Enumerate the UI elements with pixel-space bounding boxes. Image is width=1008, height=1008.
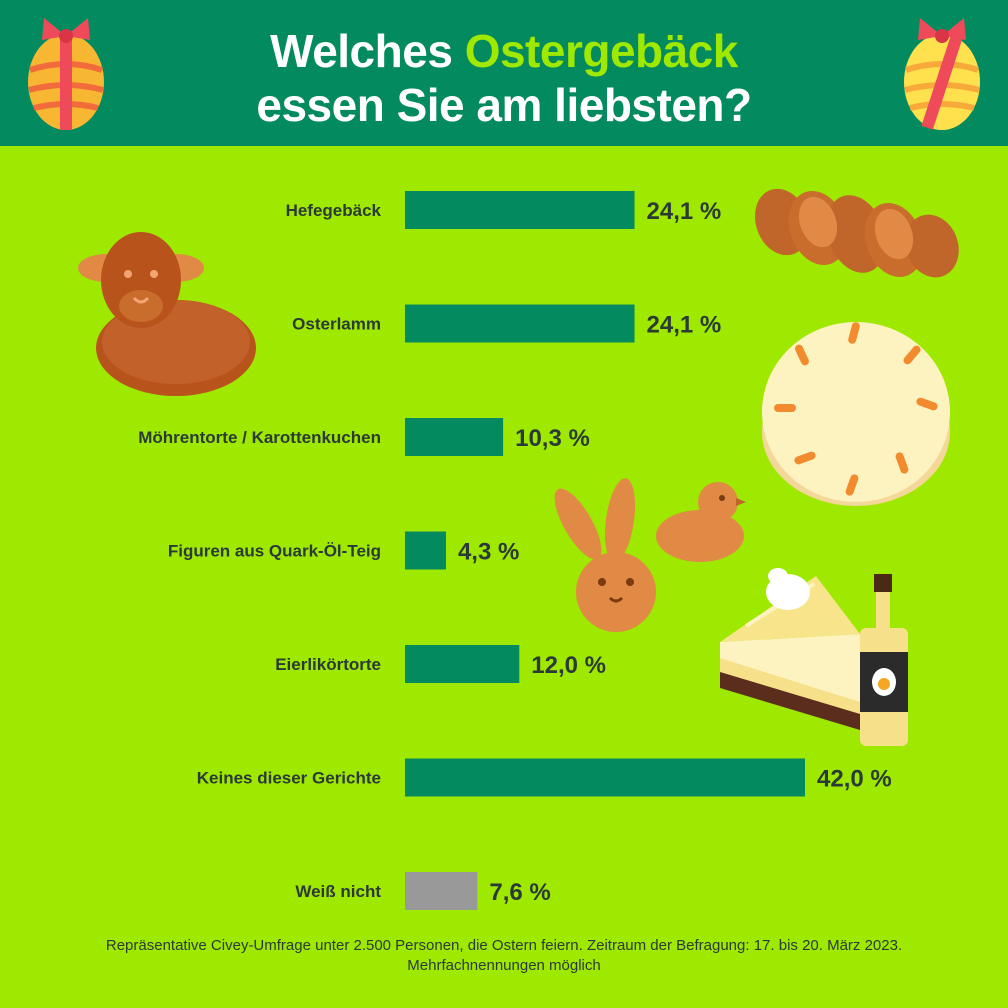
chick-cookie-icon <box>656 482 746 562</box>
value-label: 42,0 % <box>817 766 892 793</box>
title-part1: Welches <box>270 25 465 77</box>
category-label: Weiß nicht <box>295 882 381 901</box>
bar <box>405 304 635 343</box>
value-label: 24,1 % <box>647 312 722 339</box>
header-banner: Welches Ostergebäck essen Sie am liebste… <box>0 0 1008 146</box>
eggnog-cake-icon <box>720 568 860 730</box>
value-label: 4,3 % <box>458 539 519 566</box>
category-label: Möhrentorte / Karottenkuchen <box>138 428 381 447</box>
bunny-cookie-icon <box>554 478 656 632</box>
bar <box>405 531 446 570</box>
footnote-line1: Repräsentative Civey-Umfrage unter 2.500… <box>105 937 903 954</box>
category-label: Eierlikörtorte <box>275 655 381 674</box>
easter-egg-icon <box>28 18 104 130</box>
easter-egg-icon <box>904 18 980 130</box>
page-title: Welches Ostergebäck essen Sie am liebste… <box>0 24 1008 132</box>
title-highlight: Ostergebäck <box>464 25 739 77</box>
braided-bread-icon <box>754 188 959 278</box>
category-label: Hefegebäck <box>286 201 382 220</box>
bar <box>405 645 520 683</box>
category-label: Figuren aus Quark-Öl-Teig <box>168 542 381 561</box>
carrot-cake-icon <box>762 322 950 506</box>
bar <box>405 872 478 910</box>
category-label: Osterlamm <box>292 315 381 334</box>
bar-chart: Hefegebäck 24,1 % Osterlamm 24,1 % Möhrentor… <box>138 191 892 910</box>
value-label: 10,3 % <box>515 425 590 452</box>
value-label: 7,6 % <box>489 879 550 906</box>
title-line2: essen Sie am liebsten? <box>256 79 752 131</box>
bar <box>405 758 805 797</box>
eggnog-bottle-icon <box>860 574 908 746</box>
value-label: 24,1 % <box>647 198 722 225</box>
value-label: 12,0 % <box>531 652 606 679</box>
bar <box>405 191 635 229</box>
footnote: Repräsentative Civey-Umfrage unter 2.500… <box>0 936 1008 976</box>
easter-lamb-cake-icon <box>78 232 256 396</box>
bar <box>405 418 504 456</box>
footnote-line2: Mehrfachnennungen möglich <box>407 957 601 974</box>
category-label: Keines dieser Gerichte <box>197 769 381 788</box>
